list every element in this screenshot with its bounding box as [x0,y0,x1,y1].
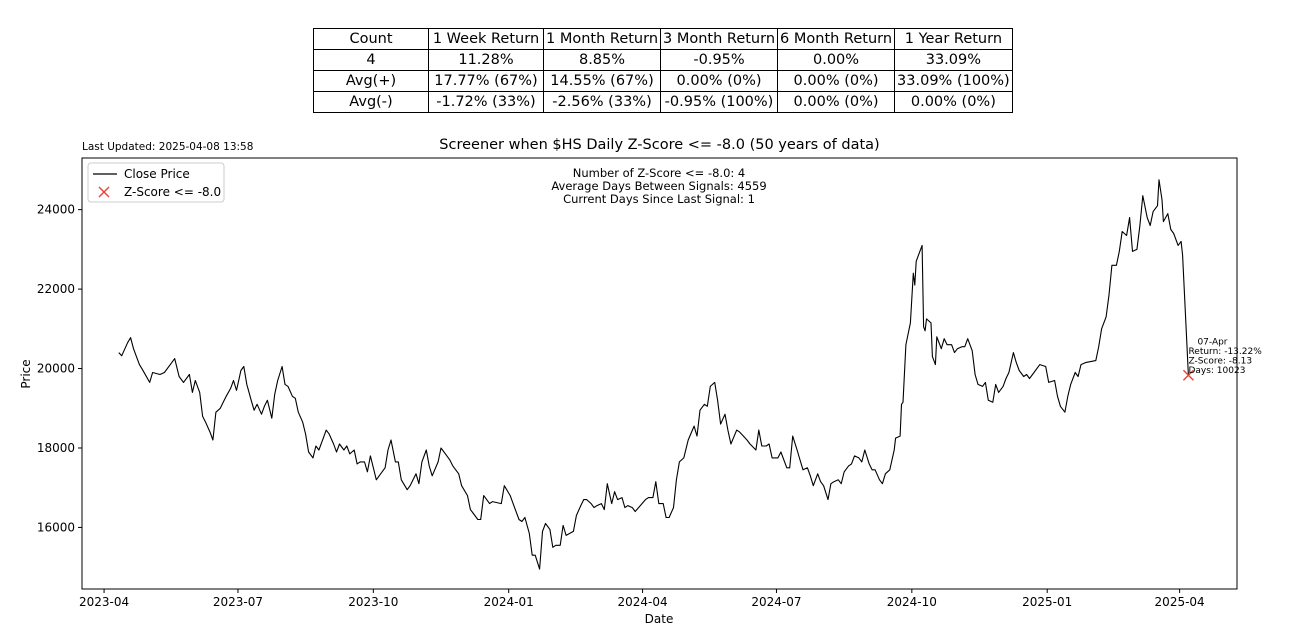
x-axis: 2023-04 2023-07 2023-10 2024-01 2024-04 2024-… [79,589,1205,609]
y-tick-label: 24000 [37,203,75,217]
x-tick-label: 2024-07 [751,595,801,609]
table-cell: -1.72% (33%) [428,91,544,113]
legend: Close Price Z-Score <= -8.0 [87,162,225,203]
y-tick-label: 16000 [37,520,75,534]
signal-annotation: 07-Apr Return: -13.22% Z-Score: -8.13 Days:… [1188,337,1262,376]
table-header-cell: 1 Year Return [894,28,1013,50]
info-line: Current Days Since Last Signal: 1 [563,192,755,206]
info-line: Number of Z-Score <= -8.0: 4 [573,166,746,180]
table-row: Avg(-) -1.72% (33%) -2.56% (33%) -0.95% (10… [313,91,1013,113]
table-row: Count 1 Week Return 1 Month Return 3 Month … [313,28,1013,50]
last-updated-text: Last Updated: 2025-04-08 13:58 [82,141,254,153]
y-axis: 16000 18000 20000 22000 24000 [37,203,82,534]
plot-area-frame [81,157,1238,590]
x-tick-label: 2023-07 [213,595,263,609]
table-cell: -2.56% (33%) [542,91,662,113]
y-tick-label: 22000 [37,282,75,296]
signal-markers: 07-Apr Return: -13.22% Z-Score: -8.13 Days:… [1182,337,1262,381]
x-tick-label: 2024-01 [484,595,534,609]
legend-label: Close Price [124,167,190,181]
signal-annotation-line: Days: 10023 [1188,366,1245,376]
y-tick-label: 20000 [37,362,75,376]
x-tick-label: 2025-01 [1022,595,1072,609]
table-cell: 8.85% [542,49,662,71]
table-cell: 0.00% (0%) [660,70,779,92]
x-axis-label: Date [645,612,674,626]
x-tick-label: 2024-10 [887,595,937,609]
y-axis-label: Price [19,359,33,388]
signal-annotation-line: Z-Score: -8.13 [1188,356,1252,366]
table-cell: 33.09% (100%) [894,70,1013,92]
x-tick-label: 2023-04 [79,595,129,609]
table-cell: 0.00% (0%) [777,91,896,113]
x-tick-label: 2025-04 [1155,595,1205,609]
table-cell: 33.09% [894,49,1013,71]
y-tick-label: 18000 [37,441,75,455]
table-header-cell: 6 Month Return [777,28,896,50]
info-line: Average Days Between Signals: 4559 [551,179,766,193]
x-tick-label: 2024-04 [618,595,668,609]
signal-annotation-line: Return: -13.22% [1188,347,1262,357]
signal-marker-stroke [1182,369,1194,381]
table-cell: Avg(-) [313,91,429,113]
stats-table: Count 1 Week Return 1 Month Return 3 Month … [313,28,1013,113]
close-price-line [118,179,1189,570]
legend-marker-swatch [98,186,110,198]
chart-title: Screener when $HS Daily Z-Score <= -8.0 … [439,137,880,153]
table-cell: -0.95% (100%) [660,91,779,113]
signal-annotation-line: 07-Apr [1197,337,1227,347]
table-cell: -0.95% [660,49,779,71]
table-cell: 0.00% (0%) [777,70,896,92]
legend-box [87,162,225,203]
table-cell: 0.00% (0%) [894,91,1013,113]
legend-label: Z-Score <= -8.0 [124,185,221,199]
signal-marker [1182,369,1194,381]
x-tick-label: 2023-10 [348,595,398,609]
